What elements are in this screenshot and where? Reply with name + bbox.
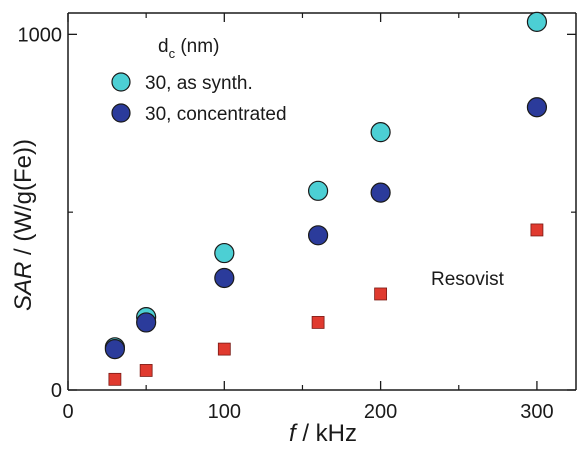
data-point-resovist bbox=[311, 316, 325, 329]
data-point-resovist bbox=[108, 372, 122, 386]
x-tick-label: 200 bbox=[364, 401, 397, 423]
legend: dc (nm) 30, as synth. 30, concentrated bbox=[111, 36, 287, 125]
data-point-30-concentrated bbox=[370, 182, 391, 203]
x-tick-label: 0 bbox=[62, 401, 73, 423]
data-point-30-concentrated bbox=[104, 338, 125, 360]
y-tick-label: 1000 bbox=[18, 24, 63, 46]
axis-ticks bbox=[67, 13, 576, 391]
x-axis-label: f / kHz bbox=[289, 420, 357, 447]
data-point-resovist bbox=[139, 364, 153, 377]
data-point-30-as-synth bbox=[370, 122, 391, 143]
data-point-30-concentrated bbox=[307, 225, 329, 246]
legend-marker-as-synth bbox=[111, 72, 131, 92]
data-point-30-as-synth bbox=[307, 180, 329, 201]
y-axis-label: SAR / (W/g(Fe)) bbox=[10, 139, 37, 311]
legend-label-as-synth: 30, as synth. bbox=[145, 73, 253, 94]
x-tick-label: 300 bbox=[520, 401, 553, 423]
data-point-resovist bbox=[374, 287, 388, 301]
data-point-resovist bbox=[530, 223, 544, 237]
annotation-resovist: Resovist bbox=[431, 269, 505, 290]
legend-title: dc (nm) bbox=[158, 36, 219, 61]
data-point-30-as-synth bbox=[214, 242, 235, 264]
tick-labels: 0 100 200 300 0 1000 bbox=[18, 24, 554, 423]
data-point-resovist bbox=[217, 342, 231, 356]
data-point-30-as-synth bbox=[526, 11, 548, 32]
data-markers bbox=[104, 11, 548, 386]
x-tick-label: 100 bbox=[208, 401, 241, 423]
legend-label-concentrated: 30, concentrated bbox=[145, 104, 287, 125]
data-point-30-concentrated bbox=[136, 312, 157, 333]
data-point-30-concentrated bbox=[526, 97, 548, 118]
legend-marker-concentrated bbox=[111, 103, 131, 123]
y-tick-label: 0 bbox=[51, 380, 62, 402]
data-point-30-concentrated bbox=[214, 267, 235, 289]
plot-axes bbox=[67, 12, 577, 391]
